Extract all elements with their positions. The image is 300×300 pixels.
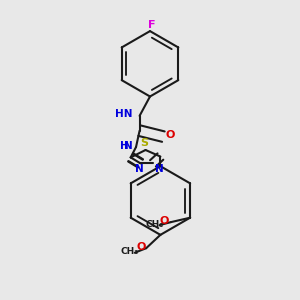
Text: N: N	[155, 164, 164, 174]
Text: O: O	[160, 216, 169, 226]
Text: O: O	[165, 130, 175, 140]
Text: N: N	[135, 164, 143, 174]
Text: O: O	[136, 242, 146, 252]
Text: S: S	[140, 139, 148, 148]
Text: CH₃: CH₃	[120, 247, 139, 256]
Text: N: N	[124, 141, 133, 151]
Text: CH₃: CH₃	[145, 220, 163, 229]
Text: F: F	[148, 20, 155, 30]
Text: H: H	[120, 141, 129, 151]
Text: HN: HN	[115, 109, 132, 119]
